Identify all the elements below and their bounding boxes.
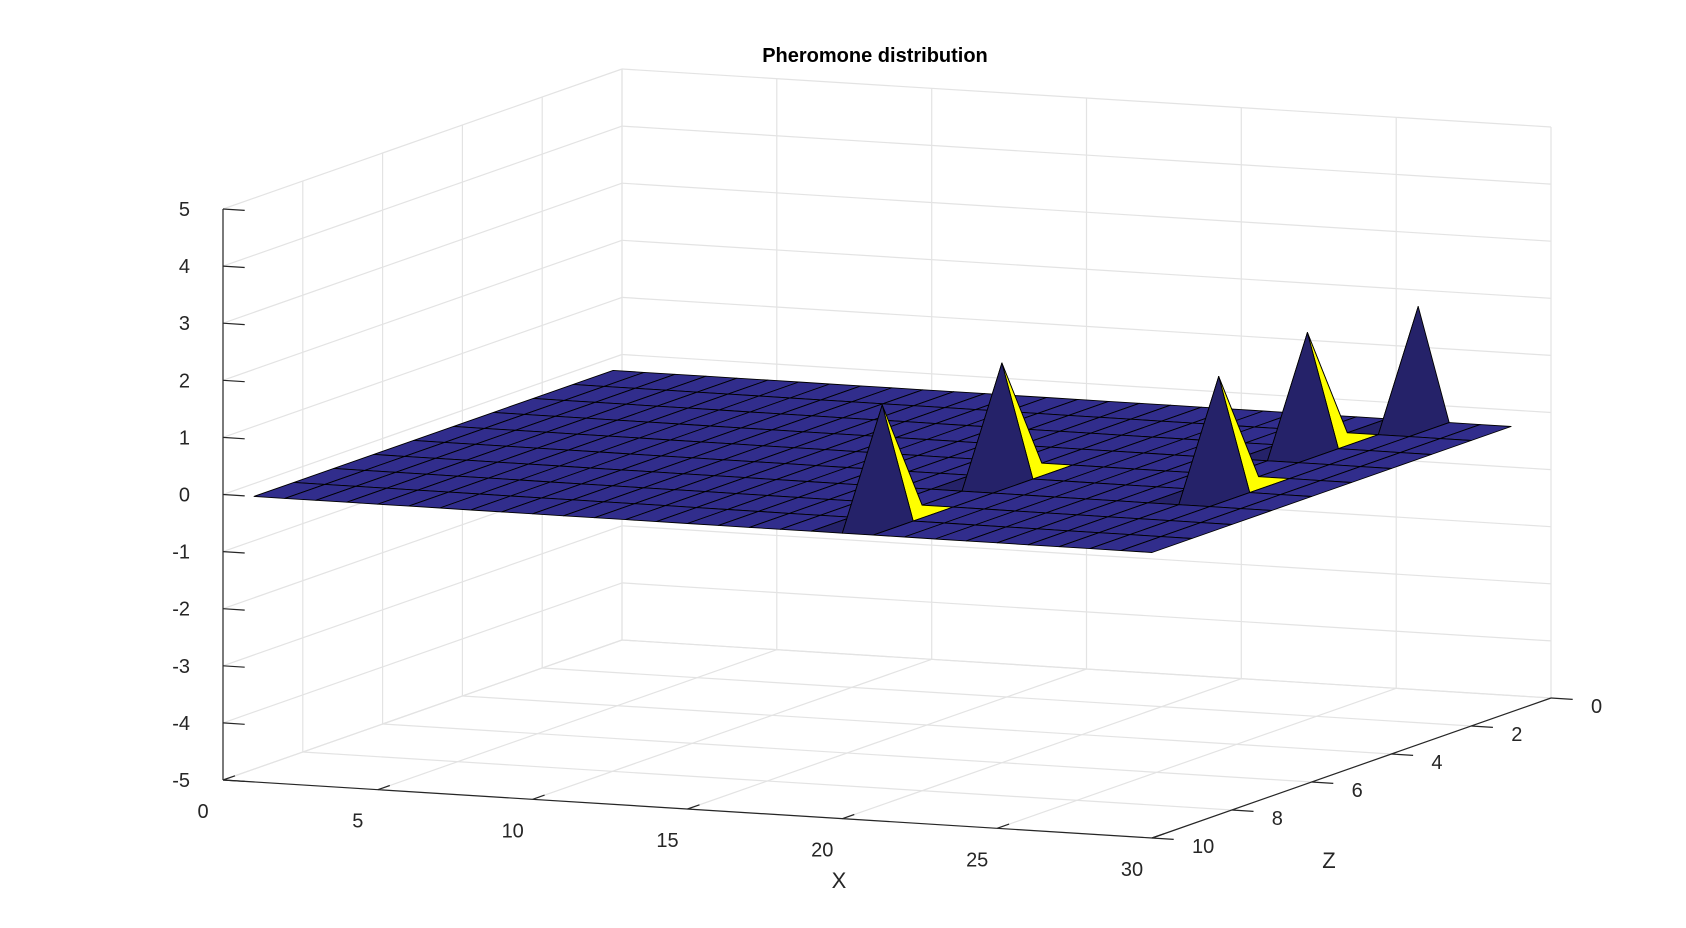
side-grid-line-height: [222, 239, 623, 381]
height-tick: [222, 436, 245, 440]
height-tick: [222, 265, 245, 269]
x-tick: [222, 775, 236, 781]
z-tick: [1151, 837, 1174, 840]
z-tick: [1471, 725, 1493, 728]
side-grid-line-height: [222, 296, 623, 438]
x-tick-label: 0: [197, 801, 208, 823]
side-grid-line-height: [222, 125, 623, 267]
height-tick-label: 0: [179, 485, 190, 507]
height-tick: [222, 208, 245, 211]
axes-layer: 0 5 10 15 20 25 30 0 2 4 6 8 10 -5 -4 -3 -2 -1 0 1 2 3 4 5: [172, 199, 1602, 881]
chart-title: Pheromone distribution: [762, 45, 988, 67]
back-grid-line-height: [621, 125, 1552, 185]
height-tick: [222, 379, 245, 383]
floor-grid-line-depth: [382, 723, 1312, 783]
floor-grid-line-depth: [542, 667, 1472, 727]
back-grid-line-height: [621, 525, 1552, 585]
x-tick-label: 20: [811, 840, 833, 862]
z-axis-line: [1151, 697, 1552, 839]
z-tick-label: 6: [1352, 780, 1363, 802]
side-grid-line-height: [222, 582, 623, 724]
x-tick-label: 15: [656, 830, 678, 852]
height-tick-label: -3: [172, 656, 190, 678]
z-tick-label: 8: [1272, 808, 1283, 830]
height-tick-label: 4: [179, 256, 190, 278]
floor-grid-line-depth: [302, 751, 1232, 811]
floor-grid-line-depth: [462, 695, 1392, 755]
x-tick: [687, 804, 700, 810]
side-grid-line-height: [222, 68, 623, 210]
height-tick-label: -1: [172, 542, 190, 564]
x-axis-label: X: [832, 868, 847, 893]
height-tick-label: 5: [179, 199, 190, 221]
back-grid-line-height: [621, 296, 1552, 356]
height-tick: [222, 551, 245, 554]
height-tick-label: 1: [179, 427, 190, 449]
height-tick: [222, 665, 245, 668]
x-tick-label: 5: [352, 811, 363, 833]
x-tick: [997, 823, 1010, 829]
x-tick: [1151, 833, 1165, 839]
side-grid-line-height: [222, 639, 623, 781]
side-grid-line-height: [222, 525, 623, 667]
height-tick: [222, 493, 245, 497]
z-tick-label: 2: [1511, 724, 1522, 746]
z-tick: [1311, 781, 1334, 784]
x-tick: [842, 813, 855, 820]
x-tick: [532, 794, 545, 800]
height-tick: [222, 722, 245, 725]
back-grid-line-height: [621, 582, 1552, 642]
back-grid-line-height: [621, 182, 1552, 242]
z-axis-label: Z: [1322, 848, 1335, 873]
height-tick-label: 3: [179, 313, 190, 335]
height-tick-label: -4: [172, 713, 190, 735]
x-tick-label: 30: [1121, 859, 1143, 881]
surface: [253, 306, 1512, 553]
peak-facet: [1377, 306, 1450, 438]
floor-grid-line-x: [842, 678, 1242, 820]
floor-grid-line-x: [997, 687, 1397, 829]
floor-grid-line-x: [532, 658, 932, 800]
height-tick-label: -2: [172, 599, 190, 621]
z-tick-label: 10: [1192, 836, 1214, 858]
x-tick-label: 25: [966, 849, 988, 871]
z-tick-label: 0: [1591, 696, 1602, 718]
height-tick-label: -5: [172, 770, 190, 792]
height-tick: [222, 608, 245, 611]
z-tick: [1550, 697, 1573, 700]
side-grid-line-height: [222, 182, 623, 324]
height-tick-label: 2: [179, 370, 190, 392]
z-tick-label: 4: [1431, 752, 1442, 774]
x-tick-label: 10: [502, 820, 524, 842]
z-tick: [1391, 753, 1414, 756]
back-grid-line-height: [621, 239, 1552, 299]
floor-grid-line-x: [687, 668, 1087, 810]
x-tick: [377, 784, 390, 791]
surface-cell: [1120, 536, 1193, 553]
height-tick: [222, 779, 245, 782]
back-grid-line-height: [621, 68, 1552, 128]
height-tick: [222, 322, 245, 326]
floor-grid-line-x: [377, 649, 777, 791]
back-grid-line-height: [621, 639, 1552, 699]
z-tick: [1231, 809, 1254, 812]
side-grid-line-height: [222, 353, 623, 496]
